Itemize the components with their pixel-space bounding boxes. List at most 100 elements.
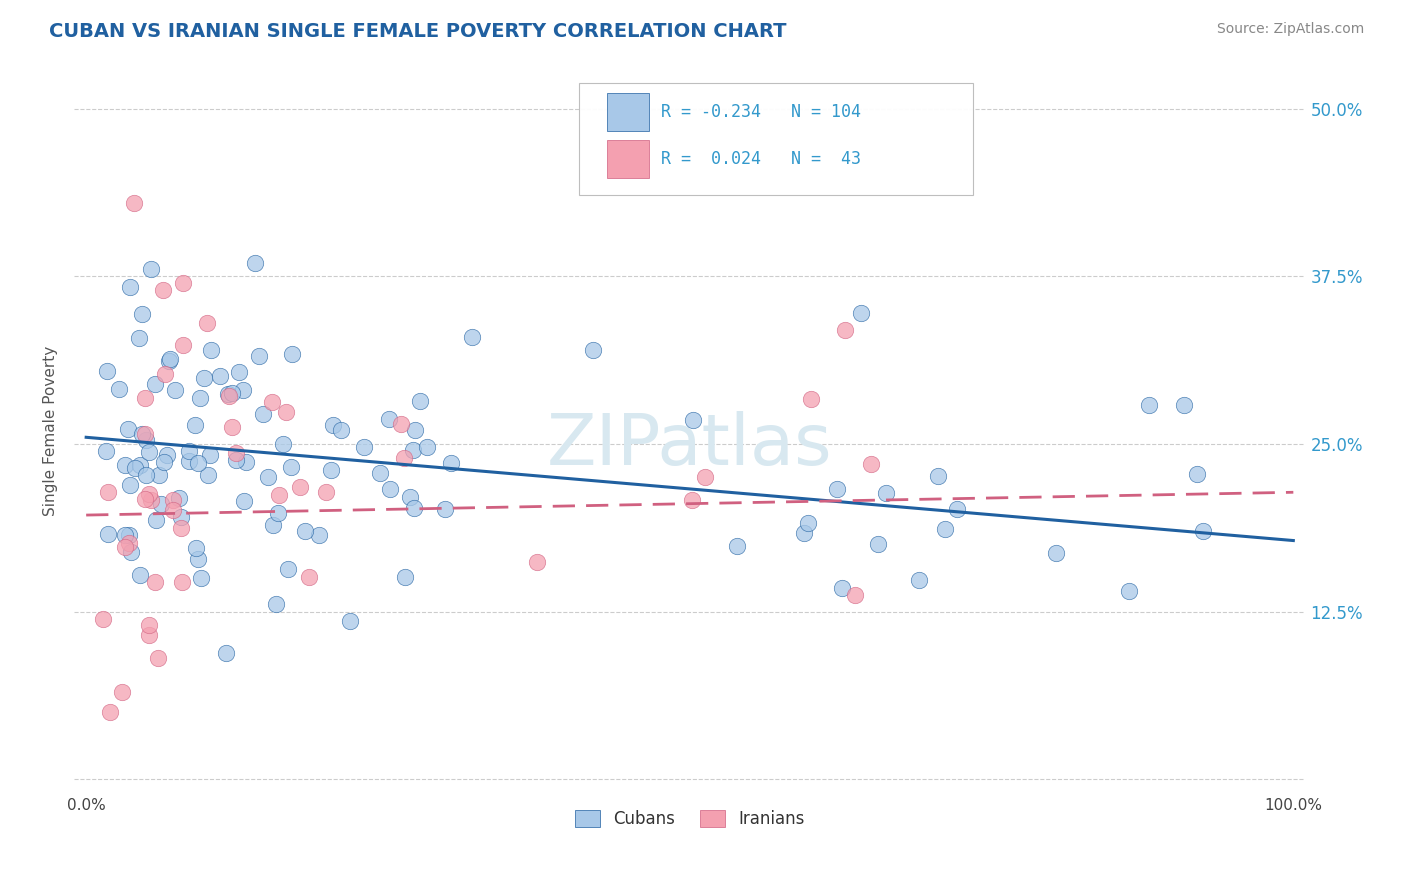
Cubans	[190, 572, 212, 586]
Cubans	[96, 364, 118, 378]
Cubans	[339, 614, 361, 628]
Iranians	[98, 705, 121, 719]
Cubans	[440, 456, 463, 470]
Iranians	[695, 470, 717, 484]
Text: ZIPatlas: ZIPatlas	[547, 410, 832, 480]
Iranians	[134, 391, 156, 405]
Iranians	[170, 575, 193, 590]
Cubans	[280, 460, 302, 475]
Cubans	[159, 352, 181, 367]
Cubans	[945, 501, 967, 516]
Cubans	[461, 329, 484, 343]
Iranians	[315, 484, 337, 499]
Cubans	[187, 457, 209, 471]
Iranians	[134, 492, 156, 507]
Cubans	[1137, 398, 1160, 412]
Cubans	[233, 493, 256, 508]
Cubans	[138, 445, 160, 459]
Cubans	[402, 443, 425, 458]
Cubans	[378, 483, 401, 497]
Cubans	[131, 426, 153, 441]
Cubans	[208, 368, 231, 383]
Cubans	[263, 518, 285, 533]
Y-axis label: Single Female Poverty: Single Female Poverty	[44, 345, 58, 516]
Cubans	[157, 354, 180, 368]
Iranians	[91, 612, 114, 626]
Cubans	[582, 343, 605, 358]
Cubans	[169, 510, 191, 524]
Cubans	[797, 516, 820, 530]
Cubans	[267, 506, 290, 520]
Cubans	[319, 463, 342, 477]
Iranians	[225, 446, 247, 460]
Cubans	[849, 305, 872, 319]
Cubans	[200, 343, 222, 358]
Cubans	[114, 458, 136, 472]
Cubans	[875, 486, 897, 500]
Iranians	[170, 521, 193, 535]
Cubans	[252, 407, 274, 421]
Iranians	[172, 338, 194, 352]
Iranians	[800, 392, 823, 406]
Cubans	[1185, 467, 1208, 481]
Iranians	[118, 535, 141, 549]
Iranians	[114, 540, 136, 554]
Iranians	[139, 492, 162, 507]
Iranians	[162, 492, 184, 507]
Cubans	[404, 423, 426, 437]
Iranians	[155, 367, 177, 381]
Cubans	[94, 443, 117, 458]
Cubans	[187, 552, 209, 566]
Cubans	[118, 528, 141, 542]
Cubans	[329, 423, 352, 437]
Cubans	[868, 537, 890, 551]
Iranians	[834, 323, 856, 337]
Cubans	[1191, 524, 1213, 538]
Cubans	[131, 307, 153, 321]
Cubans	[294, 524, 316, 539]
Cubans	[120, 478, 142, 492]
Cubans	[225, 452, 247, 467]
Cubans	[228, 365, 250, 379]
Cubans	[281, 347, 304, 361]
Cubans	[934, 522, 956, 536]
Iranians	[124, 195, 146, 210]
Iranians	[274, 405, 297, 419]
Cubans	[308, 527, 330, 541]
Iranians	[195, 316, 218, 330]
Cubans	[402, 501, 425, 516]
Cubans	[825, 482, 848, 496]
Cubans	[198, 448, 221, 462]
Cubans	[163, 384, 186, 398]
Cubans	[141, 262, 163, 277]
Cubans	[215, 646, 238, 660]
Cubans	[193, 371, 215, 385]
Cubans	[114, 528, 136, 542]
Cubans	[247, 349, 270, 363]
Text: R =  0.024   N =  43: R = 0.024 N = 43	[661, 150, 862, 168]
Cubans	[271, 436, 294, 450]
FancyBboxPatch shape	[607, 93, 650, 131]
Iranians	[138, 628, 160, 642]
Cubans	[1045, 545, 1067, 559]
Text: R = -0.234   N = 104: R = -0.234 N = 104	[661, 103, 862, 121]
Cubans	[1118, 583, 1140, 598]
Cubans	[167, 491, 190, 506]
Iranians	[262, 395, 284, 409]
Cubans	[152, 455, 174, 469]
Iranians	[143, 575, 166, 590]
Iranians	[221, 420, 243, 434]
Cubans	[188, 391, 211, 405]
Cubans	[264, 597, 287, 611]
Iranians	[172, 276, 194, 290]
Iranians	[152, 284, 174, 298]
Iranians	[297, 570, 319, 584]
Cubans	[186, 541, 208, 556]
Iranians	[844, 588, 866, 602]
Iranians	[146, 651, 169, 665]
Cubans	[197, 467, 219, 482]
Iranians	[134, 427, 156, 442]
Cubans	[149, 497, 172, 511]
Iranians	[97, 484, 120, 499]
Cubans	[377, 412, 399, 426]
